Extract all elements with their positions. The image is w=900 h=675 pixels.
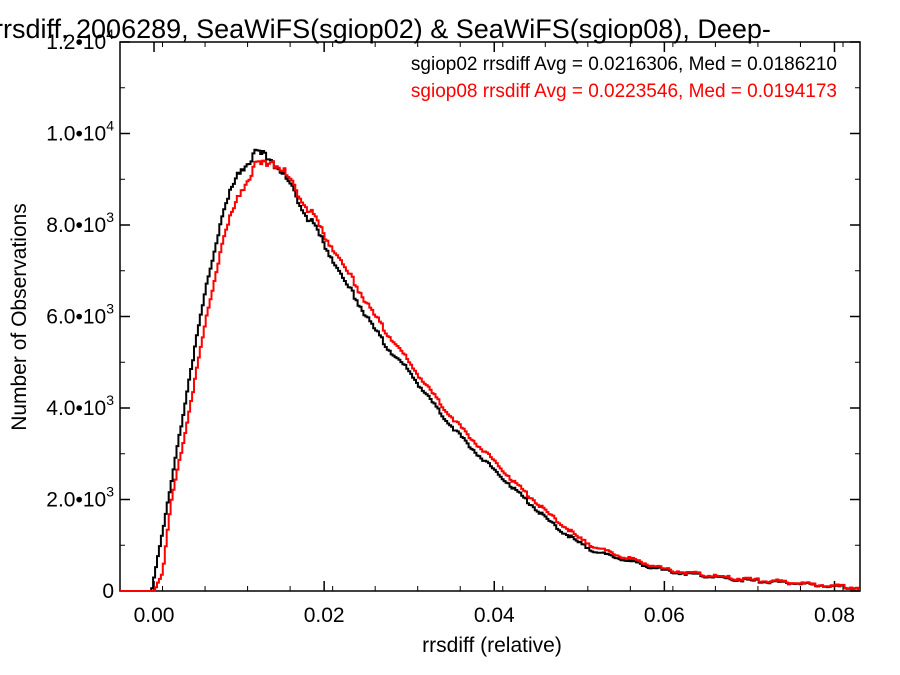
y-tick-label: 4.0•103 — [46, 392, 114, 420]
legend: sgiop02 rrsdiff Avg = 0.0216306, Med = 0… — [411, 54, 837, 102]
x-axis-label: rrsdiff (relative) — [422, 634, 562, 657]
y-tick-label: 0 — [102, 580, 114, 603]
y-tick-label: 2.0•103 — [46, 484, 114, 512]
x-tick-label: 0.06 — [644, 604, 685, 627]
chart-title: rrsdiff, 2006289, SeaWiFS(sgiop02) & Sea… — [0, 14, 771, 44]
x-tick-label: 0.08 — [814, 604, 855, 627]
x-tick-label: 0.00 — [134, 604, 175, 627]
y-tick-label: 8.0•103 — [46, 209, 114, 237]
y-axis-label: Number of Observations — [8, 203, 31, 431]
plot-frame — [119, 41, 861, 592]
legend-entry-sgiop08: sgiop08 rrsdiff Avg = 0.0223546, Med = 0… — [411, 81, 837, 102]
x-tick-label: 0.04 — [474, 604, 515, 627]
x-tick-label: 0.02 — [304, 604, 345, 627]
series-line-sgiop08 — [120, 159, 860, 592]
series-layer — [120, 148, 860, 592]
legend-entry-sgiop02: sgiop02 rrsdiff Avg = 0.0216306, Med = 0… — [411, 54, 837, 75]
y-tick-label: 1.0•104 — [46, 118, 114, 146]
axes: 0.00 0.02 0.04 0.06 0.08 0 2.0•103 4.0•103 6.0•1… — [46, 26, 860, 627]
y-tick-label: 6.0•103 — [46, 301, 114, 329]
y-tick-label: 1.2•104 — [46, 26, 114, 54]
